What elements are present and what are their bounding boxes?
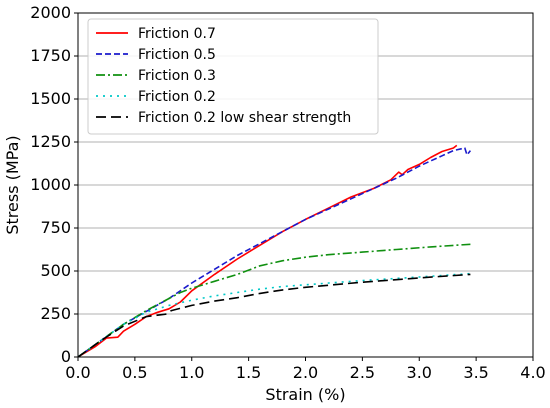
y-tick-label: 750 xyxy=(40,218,71,237)
x-tick-label: 3.5 xyxy=(463,363,488,382)
y-axis-label: Stress (MPa) xyxy=(3,135,22,234)
y-tick-label: 2000 xyxy=(30,3,71,22)
y-tick-label: 500 xyxy=(40,261,71,280)
x-tick-label: 1.0 xyxy=(179,363,204,382)
series-line-5 xyxy=(77,273,471,358)
legend-label: Friction 0.2 xyxy=(138,89,216,105)
series-line-4 xyxy=(77,272,471,358)
legend-label: Friction 0.3 xyxy=(138,68,216,84)
series-line-2 xyxy=(77,147,472,358)
y-axis-ticks: 0 250 500 750 1000 1250 1500 1750 2000 xyxy=(30,3,78,366)
y-tick-label: 1750 xyxy=(30,46,71,65)
legend-label: Friction 0.7 xyxy=(138,26,216,42)
series-line-3 xyxy=(77,243,471,358)
legend-box xyxy=(87,18,379,135)
y-tick-label: 1000 xyxy=(30,175,71,194)
x-axis-ticks: 0.0 0.5 1.0 1.5 2.0 2.5 3.0 3.5 4.0 xyxy=(65,357,546,382)
x-tick-label: 0.0 xyxy=(65,363,90,382)
y-tick-label: 250 xyxy=(40,304,71,323)
x-tick-label: 2.5 xyxy=(350,363,375,382)
legend-label: Friction 0.5 xyxy=(138,47,216,63)
x-tick-label: 2.0 xyxy=(293,363,318,382)
y-tick-label: 0 xyxy=(61,347,71,366)
legend-label: Friction 0.2 low shear strength xyxy=(138,110,351,126)
x-tick-label: 0.5 xyxy=(122,363,147,382)
x-tick-label: 3.0 xyxy=(407,363,432,382)
x-tick-label: 1.5 xyxy=(236,363,261,382)
legend: Friction 0.7 Friction 0.5 Friction 0.3 Fric… xyxy=(87,18,379,135)
x-tick-label: 4.0 xyxy=(520,363,545,382)
y-tick-label: 1500 xyxy=(30,89,71,108)
y-tick-label: 1250 xyxy=(30,132,71,151)
series-layer xyxy=(77,144,472,358)
x-axis-label: Strain (%) xyxy=(265,385,345,404)
